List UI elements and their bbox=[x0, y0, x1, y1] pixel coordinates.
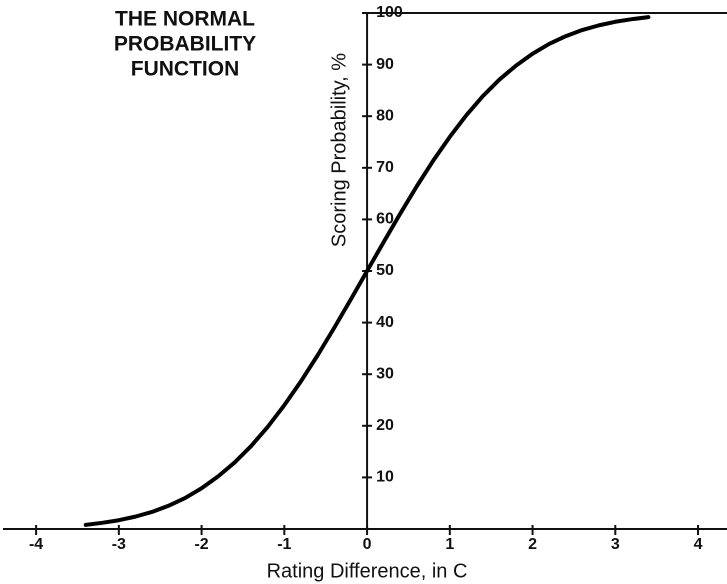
x-tick-label: 0 bbox=[363, 536, 372, 553]
y-tick-label: 70 bbox=[376, 159, 394, 176]
y-tick-label: 90 bbox=[376, 56, 394, 73]
x-tick-label: -1 bbox=[277, 536, 291, 553]
chart-title: FUNCTION bbox=[131, 58, 240, 81]
x-tick-label: -3 bbox=[112, 536, 126, 553]
y-tick-label: 100 bbox=[376, 4, 403, 21]
y-tick-label: 60 bbox=[376, 211, 394, 228]
chart-title: PROBABILITY bbox=[114, 33, 256, 56]
x-tick-label: 2 bbox=[528, 536, 537, 553]
x-tick-label: -4 bbox=[29, 536, 43, 553]
x-tick-label: 4 bbox=[694, 536, 703, 553]
x-tick-label: 3 bbox=[611, 536, 620, 553]
x-tick-label: -2 bbox=[194, 536, 208, 553]
line-series bbox=[83, 15, 651, 527]
y-tick-label: 40 bbox=[376, 314, 394, 331]
y-tick-label: 30 bbox=[376, 365, 394, 382]
y-tick-label: 80 bbox=[376, 107, 394, 124]
x-axis-label: Rating Difference, in C bbox=[267, 560, 468, 582]
y-tick-label: 50 bbox=[376, 262, 394, 279]
y-axis-label: Scoring Probability, % bbox=[328, 53, 350, 247]
x-tick-label: 1 bbox=[445, 536, 454, 553]
y-tick-label: 20 bbox=[376, 417, 394, 434]
chart-title: THE NORMAL bbox=[115, 8, 255, 31]
y-tick-label: 10 bbox=[376, 469, 394, 486]
